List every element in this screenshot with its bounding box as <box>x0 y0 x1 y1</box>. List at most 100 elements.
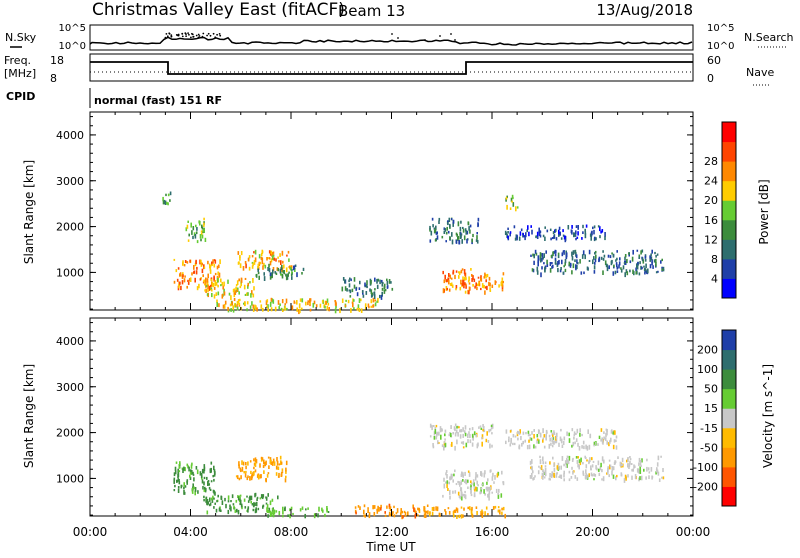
power-cell <box>619 257 621 261</box>
power-cell <box>228 292 231 296</box>
power-cell <box>612 271 615 276</box>
power-cell <box>484 272 486 277</box>
velocity-cell <box>458 426 460 429</box>
velocity-cell <box>488 490 491 495</box>
velocity-cell <box>572 457 574 461</box>
velocity-cell <box>202 486 204 490</box>
velocity-cell <box>591 457 593 461</box>
power-cell <box>449 283 452 286</box>
power-cell <box>588 249 591 255</box>
freq-panel <box>89 53 694 82</box>
velocity-cell <box>572 441 575 447</box>
velocity-cell <box>183 486 185 490</box>
velocity-cell <box>559 436 562 442</box>
power-cell <box>259 261 261 265</box>
power-cell <box>192 226 195 231</box>
power-cell <box>623 262 626 265</box>
velocity-cell <box>450 443 453 447</box>
power-cell <box>326 298 329 303</box>
power-cell <box>210 284 212 288</box>
power-cell <box>471 278 473 282</box>
velocity-cell <box>439 512 441 517</box>
power-cell <box>195 259 197 265</box>
power-cell <box>594 258 597 263</box>
velocity-cell <box>462 493 465 497</box>
velocity-cell <box>249 460 252 463</box>
power-cell <box>301 307 303 310</box>
velocity-cell <box>639 466 641 471</box>
velocity-cell <box>191 462 193 466</box>
velocity-cell <box>203 466 206 472</box>
velocity-cell <box>549 478 551 481</box>
velocity-cell <box>651 475 653 480</box>
velocity-cell <box>265 496 267 499</box>
velocity-cell <box>192 471 194 475</box>
velocity-cell <box>517 437 519 441</box>
power-cell <box>298 309 300 315</box>
velocity-cell <box>532 477 534 481</box>
power-cell <box>582 224 584 229</box>
power-cell <box>208 285 211 291</box>
power-colorbar-swatch <box>722 122 736 143</box>
power-cell <box>509 231 512 234</box>
velocity-cell <box>184 467 186 472</box>
velocity-cell <box>270 511 272 516</box>
power-cell <box>465 283 467 286</box>
velocity-cell <box>260 456 263 460</box>
velocity-cell <box>621 457 624 463</box>
velocity-cell <box>183 466 185 471</box>
velocity-cell <box>501 507 503 511</box>
power-cell <box>205 288 207 293</box>
velocity-cell <box>244 473 247 478</box>
velocity-cell <box>647 467 650 471</box>
velocity-cell <box>445 511 447 515</box>
velocity-cell <box>200 473 203 478</box>
power-cell <box>555 250 557 254</box>
power-cell <box>217 284 219 288</box>
power-cell <box>262 307 264 312</box>
power-cell <box>290 273 293 276</box>
velocity-cell <box>368 514 371 519</box>
velocity-cell <box>435 506 437 511</box>
power-cell <box>227 306 229 311</box>
power-cell <box>577 225 579 230</box>
power-cell <box>199 278 202 281</box>
power-cell <box>223 291 226 296</box>
power-cell <box>356 292 359 297</box>
velocity-cell <box>553 467 556 472</box>
power-cell <box>255 305 257 311</box>
power-cell <box>261 259 264 265</box>
velocity-cell <box>476 511 478 515</box>
velocity-cell <box>481 434 484 440</box>
velocity-cell <box>456 425 458 429</box>
power-cell <box>452 219 455 224</box>
velocity-cell <box>606 430 608 436</box>
power-cell <box>598 256 601 262</box>
velocity-cell <box>558 442 560 447</box>
power-cell <box>280 260 282 265</box>
velocity-cell <box>178 464 181 469</box>
velocity-cell <box>456 515 458 519</box>
power-cell <box>573 232 575 238</box>
velocity-panel-frame <box>89 317 694 517</box>
velocity-cell <box>614 430 616 435</box>
velocity-cell <box>475 434 477 438</box>
velocity-cell <box>502 481 504 484</box>
power-cell <box>579 259 581 264</box>
power-cell <box>467 289 469 295</box>
velocity-cell <box>483 472 486 478</box>
velocity-cell <box>443 445 445 451</box>
velocity-cell <box>429 511 431 517</box>
power-cell <box>251 290 253 295</box>
velocity-cell <box>575 456 578 459</box>
cpid-label: CPID <box>6 90 35 103</box>
power-cell <box>279 253 281 257</box>
power-cell <box>474 285 476 289</box>
power-cell <box>207 260 209 265</box>
power-cell <box>583 271 585 275</box>
power-cell <box>574 259 576 262</box>
power-cell <box>457 236 459 241</box>
velocity-cell <box>530 437 533 441</box>
velocity-cell <box>230 500 232 503</box>
velocity-cell <box>203 495 205 499</box>
